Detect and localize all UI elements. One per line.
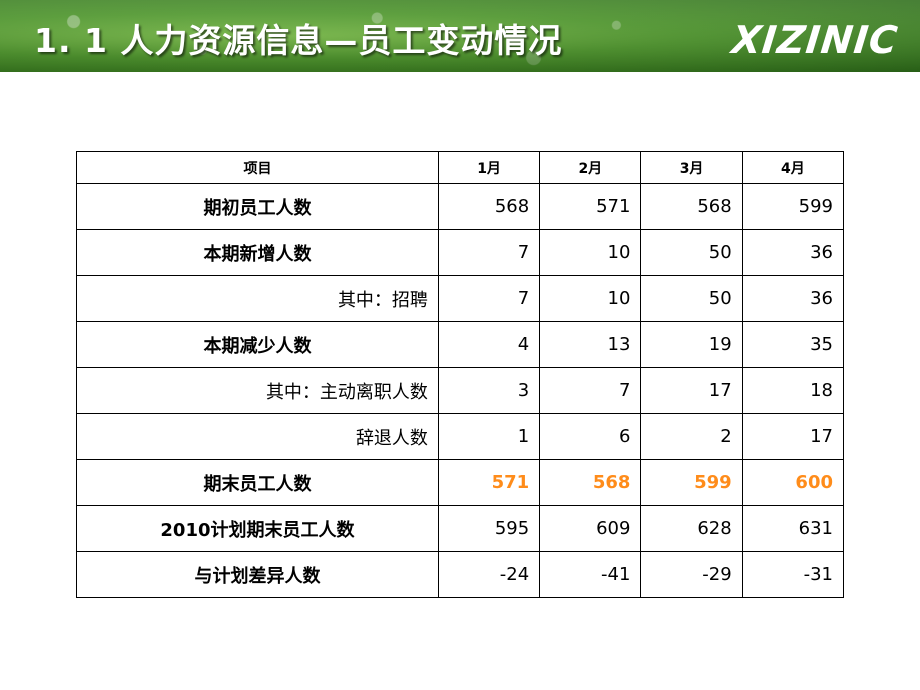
row-label: 期末员工人数 bbox=[76, 459, 439, 506]
cell-value: 19 bbox=[640, 321, 743, 368]
cell-value: 6 bbox=[539, 413, 642, 460]
cell-value: 7 bbox=[437, 229, 541, 276]
cell-value-highlight: 571 bbox=[437, 459, 541, 506]
cell-value: 36 bbox=[741, 229, 845, 276]
cell-value: 568 bbox=[437, 183, 541, 230]
row-label: 辞退人数 bbox=[76, 413, 439, 460]
slide-title: 1. 1 人力资源信息—员工变动情况 bbox=[34, 21, 563, 60]
table-row: 期初员工人数 568 571 568 599 bbox=[76, 183, 845, 230]
column-header-month: 3月 bbox=[640, 151, 743, 184]
cell-value-highlight: 599 bbox=[640, 459, 743, 506]
cell-value: 568 bbox=[640, 183, 743, 230]
cell-value: -41 bbox=[539, 551, 642, 598]
table-row: 期末员工人数 571 568 599 600 bbox=[76, 459, 845, 506]
cell-value: 595 bbox=[437, 505, 541, 552]
cell-value: 628 bbox=[640, 505, 743, 552]
cell-value: 3 bbox=[437, 367, 541, 414]
row-label: 本期新增人数 bbox=[76, 229, 439, 276]
cell-value: 17 bbox=[741, 413, 845, 460]
company-logo: XIZINIC bbox=[729, 18, 901, 62]
cell-value-highlight: 600 bbox=[741, 459, 845, 506]
cell-value: -29 bbox=[640, 551, 743, 598]
table-row: 辞退人数 1 6 2 17 bbox=[76, 413, 845, 460]
table-row: 本期减少人数 4 13 19 35 bbox=[76, 321, 845, 368]
title-banner bbox=[0, 0, 920, 72]
cell-value: 7 bbox=[539, 367, 642, 414]
employee-change-table: 项目 1月 2月 3月 4月 期初员工人数 568 571 568 599 本期… bbox=[76, 151, 845, 598]
cell-value: 13 bbox=[539, 321, 642, 368]
cell-value: -31 bbox=[741, 551, 845, 598]
row-label: 其中：主动离职人数 bbox=[76, 367, 439, 414]
column-header-month: 4月 bbox=[741, 151, 845, 184]
row-label: 其中：招聘 bbox=[76, 275, 439, 322]
table-header-row: 项目 1月 2月 3月 4月 bbox=[76, 151, 845, 184]
row-label: 与计划差异人数 bbox=[76, 551, 439, 598]
row-label: 本期减少人数 bbox=[76, 321, 439, 368]
cell-value: 7 bbox=[437, 275, 541, 322]
cell-value: 18 bbox=[741, 367, 845, 414]
cell-value: 17 bbox=[640, 367, 743, 414]
column-header-month: 1月 bbox=[437, 151, 541, 184]
cell-value: 1 bbox=[437, 413, 541, 460]
row-label: 期初员工人数 bbox=[76, 183, 439, 230]
table-row: 与计划差异人数 -24 -41 -29 -31 bbox=[76, 551, 845, 598]
cell-value: 50 bbox=[640, 229, 743, 276]
row-label: 2010计划期末员工人数 bbox=[76, 505, 439, 552]
cell-value: 10 bbox=[539, 229, 642, 276]
table-row: 其中：主动离职人数 3 7 17 18 bbox=[76, 367, 845, 414]
cell-value: 50 bbox=[640, 275, 743, 322]
column-header-month: 2月 bbox=[539, 151, 642, 184]
cell-value: 4 bbox=[437, 321, 541, 368]
cell-value: 10 bbox=[539, 275, 642, 322]
cell-value: 2 bbox=[640, 413, 743, 460]
cell-value: 36 bbox=[741, 275, 845, 322]
table-row: 2010计划期末员工人数 595 609 628 631 bbox=[76, 505, 845, 552]
table-row: 其中：招聘 7 10 50 36 bbox=[76, 275, 845, 322]
cell-value: 631 bbox=[741, 505, 845, 552]
cell-value: 609 bbox=[539, 505, 642, 552]
cell-value: 35 bbox=[741, 321, 845, 368]
table-row: 本期新增人数 7 10 50 36 bbox=[76, 229, 845, 276]
column-header-item: 项目 bbox=[76, 151, 439, 184]
cell-value-highlight: 568 bbox=[539, 459, 642, 506]
cell-value: 599 bbox=[741, 183, 845, 230]
cell-value: -24 bbox=[437, 551, 541, 598]
cell-value: 571 bbox=[539, 183, 642, 230]
